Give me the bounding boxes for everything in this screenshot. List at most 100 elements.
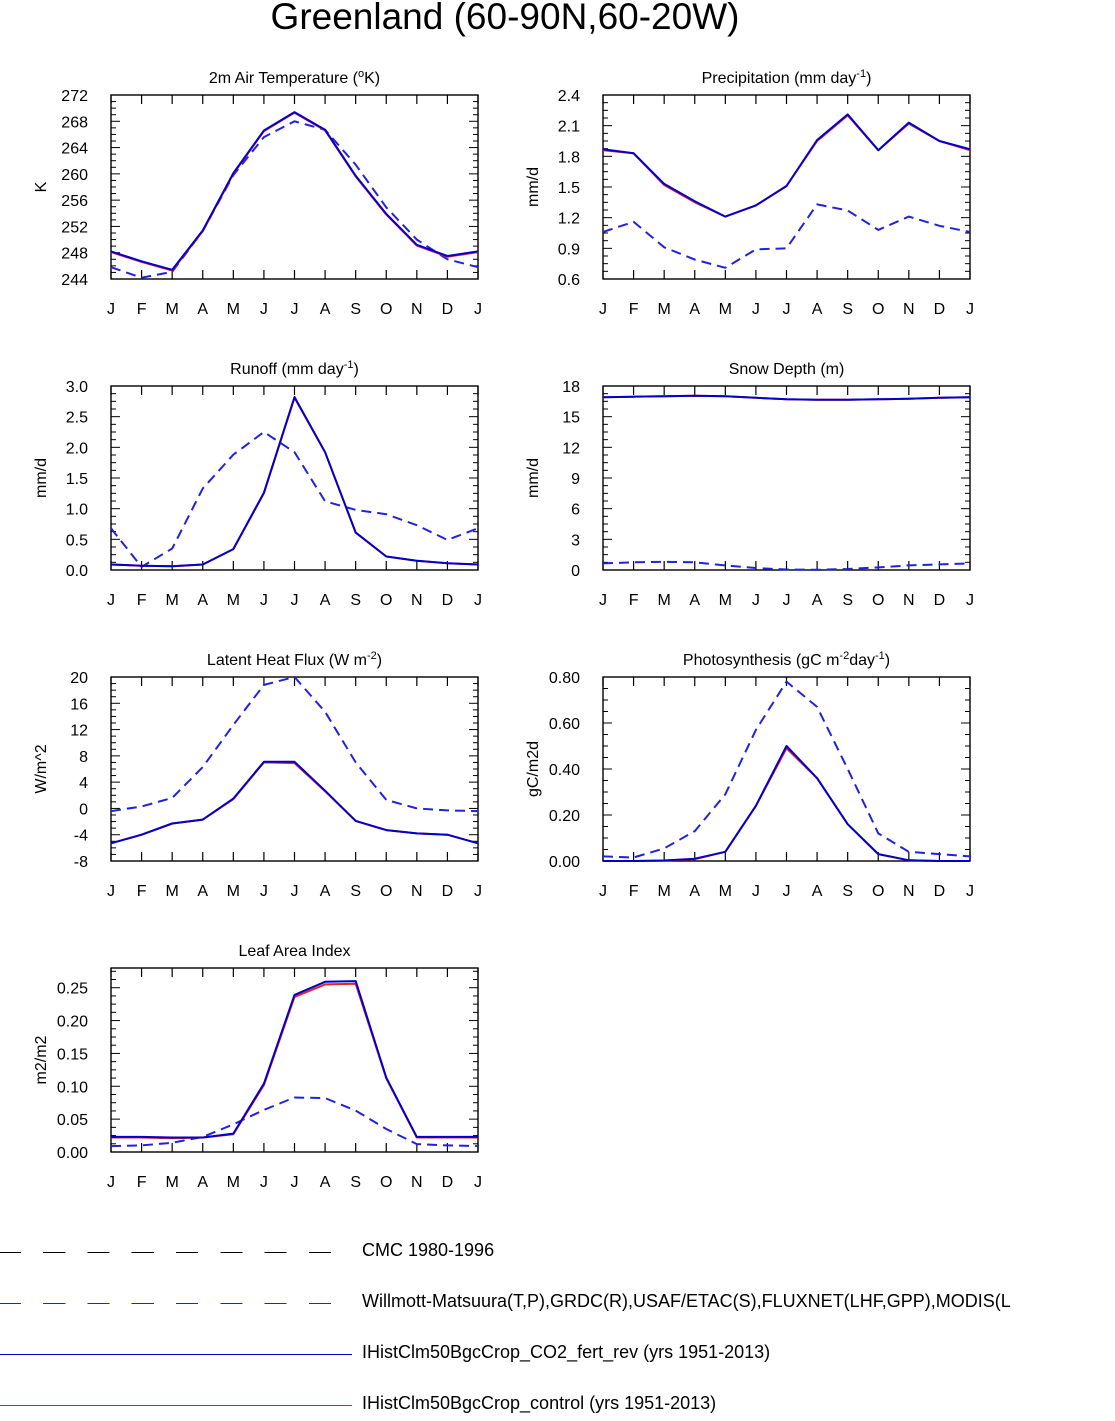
x-tick-label: J [599, 301, 607, 318]
x-tick-label: J [291, 883, 299, 900]
y-tick-label: 8 [79, 749, 88, 766]
x-tick-label: J [783, 883, 791, 900]
x-tick-label: J [291, 1174, 299, 1191]
x-tick-label: F [629, 592, 639, 609]
x-tick-label: O [872, 592, 884, 609]
y-tick-label: 1.2 [558, 211, 580, 228]
x-tick-label: A [197, 301, 208, 318]
x-tick-label: J [107, 1174, 115, 1191]
series-line-2 [111, 982, 478, 1140]
legend-label: CMC 1980-1996 [362, 1240, 495, 1260]
x-tick-label: J [260, 1174, 268, 1191]
x-tick-label: O [380, 883, 392, 900]
y-axis-label: W/m^2 [33, 744, 50, 793]
series-line-3 [603, 745, 970, 862]
y-tick-label: 0.80 [549, 670, 580, 687]
x-tick-label: N [903, 592, 915, 609]
x-tick-label: F [137, 883, 147, 900]
y-tick-label: 0.0 [66, 563, 88, 580]
x-tick-label: J [966, 301, 974, 318]
x-tick-label: N [411, 883, 423, 900]
x-tick-label: J [752, 592, 760, 609]
x-tick-label: F [629, 301, 639, 318]
legend-label: IHistClm50BgcCrop_control (yrs 1951-2013… [362, 1393, 717, 1413]
legend-label: Willmott-Matsuura(T,P),GRDC(R),USAF/ETAC… [362, 1291, 1011, 1311]
plot-frame [110, 94, 479, 280]
y-tick-label: 0.40 [549, 762, 580, 779]
x-tick-label: A [320, 883, 331, 900]
x-tick-label: A [197, 1174, 208, 1191]
y-tick-label: 260 [61, 167, 88, 184]
chart-panel-4: J F M A M J J A S O N D J 0 3 6 9 12 15 18 mm/d Snow Depth (m… [525, 361, 974, 609]
x-tick-label: J [291, 301, 299, 318]
y-tick-label: 256 [61, 193, 88, 210]
x-tick-label: S [350, 301, 361, 318]
y-tick-label: 4 [79, 775, 88, 792]
chart-title: Photosynthesis (gC m-2day-1) [683, 650, 890, 669]
y-tick-label: 15 [562, 410, 580, 427]
series-line-3 [110, 396, 479, 568]
y-tick-label: 2.1 [558, 119, 580, 136]
chart-title: Snow Depth (m) [729, 361, 845, 378]
y-tick-label: 3 [571, 532, 580, 549]
y-tick-label: 12 [562, 440, 580, 457]
series-line-1 [602, 680, 971, 859]
x-tick-label: J [966, 592, 974, 609]
y-tick-label: 0.25 [57, 981, 88, 998]
series-line-2 [602, 114, 971, 218]
x-tick-label: M [166, 1174, 179, 1191]
y-tick-label: 264 [61, 141, 88, 158]
series-line-2 [603, 747, 970, 862]
x-tick-label: J [752, 301, 760, 318]
chart-title: Latent Heat Flux (W m-2) [207, 650, 382, 669]
legend-label: IHistClm50BgcCrop_CO2_fert_rev (yrs 1951… [362, 1342, 771, 1362]
x-tick-label: A [689, 592, 700, 609]
y-tick-label: 0.60 [549, 716, 580, 733]
x-tick-label: J [474, 1174, 482, 1191]
y-tick-label: 9 [571, 471, 580, 488]
x-tick-label: S [842, 883, 853, 900]
y-tick-label: 0.05 [57, 1112, 88, 1129]
x-tick-label: N [411, 592, 423, 609]
x-tick-label: M [719, 301, 732, 318]
y-tick-label: 0.00 [549, 854, 580, 871]
x-tick-label: M [658, 592, 671, 609]
x-tick-label: M [658, 883, 671, 900]
chart-title: Runoff (mm day-1) [230, 359, 359, 378]
x-tick-label: S [350, 592, 361, 609]
x-tick-label: N [903, 301, 915, 318]
x-tick-label: A [197, 592, 208, 609]
y-tick-label: 16 [70, 696, 88, 713]
chart-title: Leaf Area Index [238, 943, 350, 960]
x-tick-label: A [812, 883, 823, 900]
chart-panel-7: J F M A M J J A S O N D J 0.00 0.05 0.10 0.15 0.20 0.25 m2/… [33, 943, 482, 1191]
y-tick-label: 1.5 [558, 180, 580, 197]
y-tick-label: 3.0 [66, 379, 88, 396]
y-axis-label: gC/m2d [525, 741, 542, 797]
y-tick-label: 248 [61, 246, 88, 263]
series-line-1 [602, 560, 971, 571]
chart-panel-5: J F M A M J J A S O N D J -8 -4 0 4 8 12 16 20 W/m^2 Latent He… [33, 650, 482, 900]
y-tick-label: -4 [74, 828, 88, 845]
legend-swatch-solid-red [0, 1405, 352, 1406]
series-line-3 [110, 760, 479, 845]
x-tick-label: N [411, 301, 423, 318]
chart-title: 2m Air Temperature (oK) [209, 68, 380, 87]
y-tick-label: 0.6 [558, 272, 580, 289]
chart-panel-2: J F M A M J J A S O N D J 0.6 0.9 1.2 1.5 1.8 2.1 2.4 mm/d Pr… [525, 68, 974, 318]
x-tick-label: M [166, 883, 179, 900]
y-tick-label: 1.5 [66, 471, 88, 488]
x-tick-label: J [474, 301, 482, 318]
y-tick-label: 244 [61, 272, 88, 289]
x-tick-label: A [320, 592, 331, 609]
x-tick-label: J [966, 883, 974, 900]
y-tick-label: 0.10 [57, 1079, 88, 1096]
x-tick-label: J [599, 592, 607, 609]
y-tick-label: 6 [571, 502, 580, 519]
y-tick-label: 2.0 [66, 440, 88, 457]
plot-frame [602, 385, 971, 571]
x-tick-label: J [783, 301, 791, 318]
x-tick-label: F [629, 883, 639, 900]
x-tick-label: J [474, 592, 482, 609]
x-tick-label: M [719, 592, 732, 609]
